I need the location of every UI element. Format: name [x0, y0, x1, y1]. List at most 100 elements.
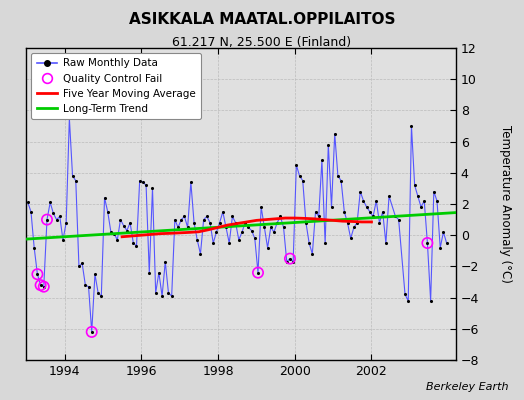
Point: [417, 204, 425, 210]
Point: [276, 213, 285, 220]
Point: [200, 216, 208, 223]
Point: [372, 198, 380, 204]
Point: [423, 240, 432, 246]
Point: [97, 293, 105, 299]
Point: [289, 258, 297, 265]
Point: [225, 240, 233, 246]
Point: [145, 270, 154, 276]
Point: [203, 213, 211, 220]
Point: [267, 224, 275, 230]
Point: [110, 230, 118, 237]
Point: [215, 220, 224, 226]
Y-axis label: Temperature Anomaly (°C): Temperature Anomaly (°C): [499, 125, 511, 283]
Point: [43, 216, 51, 223]
Point: [193, 237, 201, 243]
Point: [212, 229, 221, 235]
Point: [151, 290, 160, 296]
Point: [33, 271, 41, 278]
Point: [337, 177, 345, 184]
Point: [91, 271, 99, 278]
Text: Berkeley Earth: Berkeley Earth: [426, 382, 508, 392]
Point: [442, 240, 451, 246]
Point: [228, 213, 237, 220]
Point: [250, 235, 259, 242]
Point: [107, 229, 115, 235]
Point: [238, 229, 246, 235]
Point: [407, 123, 416, 129]
Point: [279, 224, 288, 230]
Point: [88, 329, 96, 335]
Point: [164, 290, 172, 296]
Point: [292, 162, 301, 168]
Point: [395, 216, 403, 223]
Point: [46, 199, 54, 206]
Point: [49, 210, 58, 216]
Point: [385, 193, 393, 199]
Point: [260, 224, 269, 230]
Point: [305, 240, 313, 246]
Point: [113, 237, 122, 243]
Point: [36, 282, 45, 288]
Point: [359, 198, 368, 204]
Point: [24, 199, 32, 206]
Point: [126, 220, 134, 226]
Point: [142, 182, 150, 188]
Point: [375, 220, 384, 226]
Point: [43, 216, 51, 223]
Point: [420, 198, 429, 204]
Point: [273, 220, 281, 226]
Point: [129, 240, 137, 246]
Point: [282, 258, 291, 265]
Point: [343, 220, 352, 226]
Point: [171, 216, 179, 223]
Point: [324, 142, 333, 148]
Point: [219, 209, 227, 215]
Point: [334, 173, 342, 179]
Point: [36, 282, 45, 288]
Point: [302, 220, 310, 226]
Point: [132, 243, 140, 249]
Point: [161, 258, 169, 265]
Point: [56, 213, 64, 220]
Point: [68, 173, 77, 179]
Point: [413, 193, 422, 199]
Point: [40, 284, 48, 290]
Point: [286, 255, 294, 262]
Point: [158, 293, 166, 299]
Point: [410, 182, 419, 188]
Point: [299, 177, 307, 184]
Point: [257, 204, 265, 210]
Point: [180, 213, 189, 220]
Point: [404, 298, 412, 304]
Text: ASIKKALA MAATAL.OPPILAITOS: ASIKKALA MAATAL.OPPILAITOS: [129, 12, 395, 27]
Point: [206, 220, 214, 226]
Point: [72, 177, 80, 184]
Point: [381, 240, 390, 246]
Text: 61.217 N, 25.500 E (Finland): 61.217 N, 25.500 E (Finland): [172, 36, 352, 49]
Point: [177, 216, 185, 223]
Point: [116, 216, 125, 223]
Point: [321, 240, 329, 246]
Point: [247, 227, 256, 234]
Point: [296, 173, 304, 179]
Point: [187, 179, 195, 185]
Point: [401, 291, 409, 298]
Point: [378, 209, 387, 215]
Point: [52, 216, 61, 223]
Point: [286, 255, 294, 262]
Point: [353, 220, 361, 226]
Point: [222, 224, 230, 230]
Point: [436, 244, 444, 251]
Point: [148, 185, 157, 192]
Point: [123, 227, 131, 234]
Point: [78, 260, 86, 266]
Point: [356, 188, 365, 195]
Point: [423, 240, 432, 246]
Point: [232, 220, 240, 226]
Point: [430, 188, 438, 195]
Point: [439, 229, 447, 235]
Point: [369, 213, 377, 220]
Point: [84, 284, 93, 290]
Point: [318, 157, 326, 164]
Point: [235, 237, 243, 243]
